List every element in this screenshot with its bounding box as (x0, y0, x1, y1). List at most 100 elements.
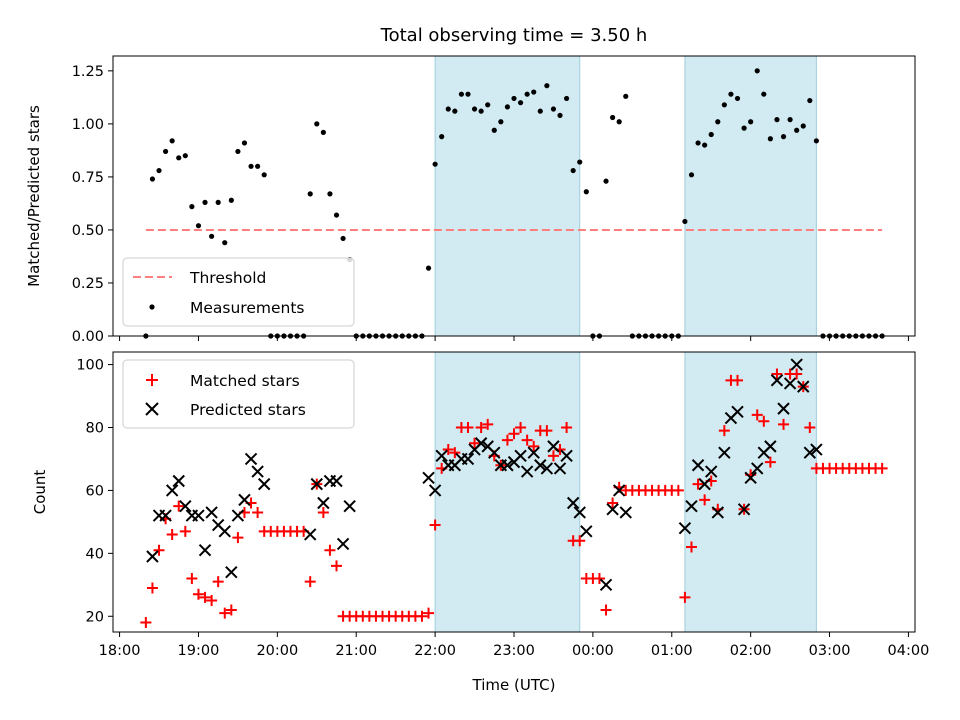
y-tick-label: 100 (76, 358, 104, 374)
matched-star-point (876, 462, 888, 474)
y-tick-label: 1.25 (72, 64, 104, 80)
matched-star-point (304, 576, 316, 588)
measurement-point (511, 95, 517, 102)
measurement-point (748, 119, 754, 125)
matched-star-point (469, 437, 481, 449)
predicted-star-point (534, 459, 547, 472)
measurement-point (616, 119, 622, 125)
predicted-star-point (225, 566, 238, 579)
y-tick-label: 20 (86, 609, 104, 625)
predicted-star-point (343, 499, 356, 513)
measurement-point (741, 125, 747, 131)
matched-star-point (331, 560, 343, 572)
predicted-star-point (159, 509, 172, 522)
matched-star-point (718, 425, 730, 437)
predicted-star-point (705, 465, 718, 478)
measurement-point (222, 240, 228, 246)
legend-predicted-swatch (145, 402, 159, 416)
predicted-star-point (573, 506, 586, 519)
predicted-star-point (422, 471, 435, 485)
measurement-point (563, 95, 570, 102)
predicted-star-point (777, 402, 790, 415)
predicted-star-point (238, 493, 251, 507)
predicted-star-point (685, 499, 698, 513)
ratio-subplot: 0.00 0.25 0.50 0.75 1.00 1.25 Total observing… (25, 25, 916, 345)
predicted-star-point (566, 496, 580, 510)
measurement-point (774, 117, 780, 123)
legend-matched-swatch (146, 374, 158, 386)
predicted-star-point (428, 484, 442, 497)
y-tick-label: 0.50 (72, 223, 104, 239)
predicted-star-point (527, 446, 540, 459)
measurement-point (307, 191, 313, 197)
predicted-star-point (678, 521, 692, 535)
measurement-point (235, 148, 241, 155)
matched-star-point (528, 440, 540, 452)
measurement-point (195, 223, 202, 229)
y-tick-label: 40 (86, 546, 104, 562)
measurement-point (688, 172, 695, 178)
measurement-point (550, 106, 557, 112)
measurement-point (439, 134, 445, 140)
x-tick-label: 00:00 (572, 643, 614, 659)
legend-measurements-swatch (149, 304, 155, 310)
matched-star-point (416, 610, 428, 622)
measurement-point (241, 140, 248, 146)
predicted-star-point (790, 358, 803, 371)
y-tick-label: 0.00 (72, 329, 104, 345)
measurement-point (610, 114, 616, 121)
matched-star-point (607, 497, 619, 509)
matched-star-point (442, 444, 454, 456)
measurement-point (734, 95, 741, 102)
measurement-point (156, 167, 162, 174)
predicted-star-point (198, 543, 212, 557)
predicted-star-point (304, 528, 317, 541)
predicted-star-point (310, 477, 323, 491)
predicted-star-point (172, 474, 185, 488)
matched-star-point (692, 478, 704, 490)
y-tick-label: 1.00 (72, 117, 104, 133)
measurement-point (715, 119, 721, 125)
measurement-point (320, 129, 326, 135)
predicted-star-point (737, 503, 751, 516)
matched-star-point (173, 500, 185, 512)
x-tick-label: 02:00 (730, 643, 772, 659)
legend-threshold-label: Threshold (189, 269, 266, 287)
measurement-point (702, 142, 708, 148)
count-subplot: 20 40 60 80 100 18:00 19:00 20:00 21:00 22:00 23:… (31, 351, 929, 694)
matched-star-point (232, 532, 244, 544)
top-y-ticks: 0.00 0.25 0.50 0.75 1.00 1.25 (72, 64, 113, 345)
measurement-point (314, 121, 320, 127)
x-tick-label: 20:00 (256, 643, 298, 659)
measurement-point (807, 97, 813, 104)
bottom-y-ticks: 20 40 60 80 100 (76, 358, 113, 625)
matched-star-point (574, 535, 586, 547)
measurement-point (162, 148, 169, 155)
measurement-point (471, 106, 478, 112)
y-tick-label: 0.75 (72, 170, 104, 186)
measurement-point (557, 112, 563, 118)
matched-star-point (771, 368, 783, 380)
matched-star-point (140, 617, 152, 629)
matched-star-point (791, 368, 803, 380)
matched-star-point (179, 525, 191, 537)
matched-star-point (206, 595, 218, 607)
matched-star-point (225, 604, 237, 616)
matched-star-point (429, 519, 441, 531)
y-tick-label: 0.25 (72, 276, 104, 292)
matched-star-point (324, 544, 336, 556)
measurement-point (708, 131, 714, 138)
matched-star-point (751, 409, 763, 421)
predicted-star-point (731, 405, 744, 418)
predicted-star-point (257, 477, 271, 491)
measurement-point (327, 191, 333, 197)
predicted-star-point (580, 525, 593, 538)
matched-star-point (600, 604, 612, 616)
x-tick-label: 18:00 (99, 643, 141, 659)
measurement-point (531, 89, 537, 95)
matched-star-point (423, 607, 435, 619)
measurement-point (682, 218, 688, 225)
x-axis-label: Time (UTC) (472, 676, 556, 694)
predicted-star-point (317, 496, 330, 510)
measurement-point (189, 204, 195, 210)
